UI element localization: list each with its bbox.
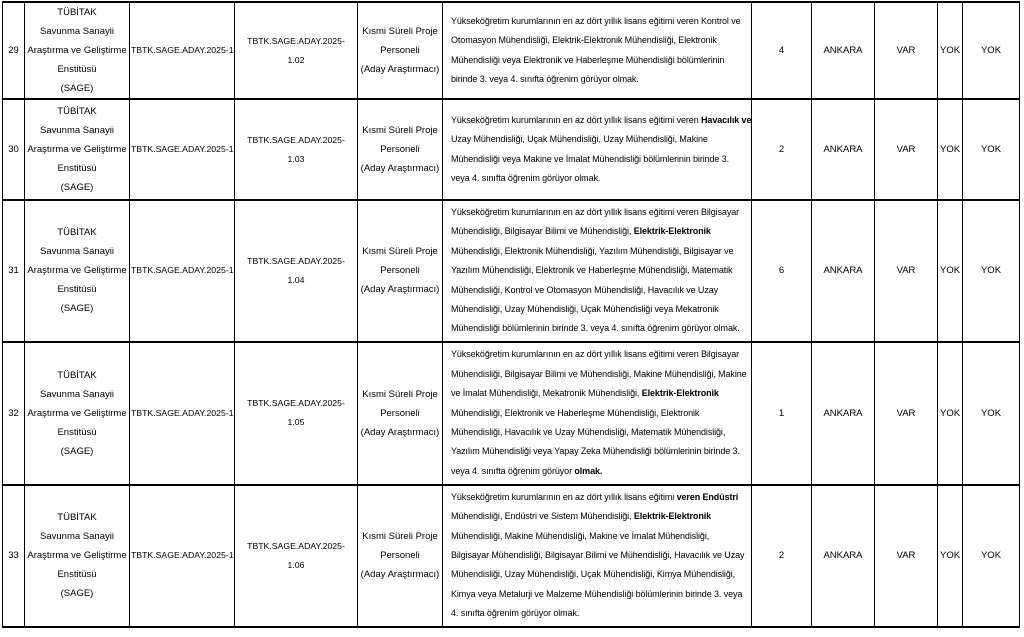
row-number-cell: 32 [2,340,25,486]
announcement-code-cell: TBTK.SAGE.ADAY.2025-1 [129,483,235,628]
requirement-cell: Yükseköğretim kurumlarının en az dört yı… [442,199,752,343]
flag-cell-2: YOK [937,199,963,343]
flag-cell-1: VAR [874,199,938,343]
requirement-cell: Yükseköğretim kurumlarının en az dört yı… [442,483,752,628]
quota-cell: 2 [751,98,812,201]
flag-cell-2: YOK [937,98,963,201]
reference-number-cell: TBTK.SAGE.ADAY.2025- 1.03 [234,98,358,201]
position-title-cell: Kısmi Süreli Proje Personeli (Aday Araşt… [357,1,443,100]
flag-cell-1: VAR [874,1,938,100]
table-row: 32 TÜBİTAK Savunma Sanayii Araştırma ve G… [2,340,1020,486]
flag-cell-2: YOK [937,340,963,486]
position-title-cell: Kısmi Süreli Proje Personeli (Aday Araşt… [357,340,443,486]
institution-cell: TÜBİTAK Savunma Sanayii Araştırma ve Gel… [24,340,130,486]
table-row: 30 TÜBİTAK Savunma Sanayii Araştırma ve G… [2,98,1020,201]
flag-cell-3: YOK [962,98,1020,201]
quota-cell: 2 [751,483,812,628]
quota-cell: 4 [751,1,812,100]
city-cell: ANKARA [811,1,875,100]
flag-cell-1: VAR [874,98,938,201]
row-number-cell: 33 [2,483,25,628]
position-title-cell: Kısmi Süreli Proje Personeli (Aday Araşt… [357,199,443,343]
announcement-code-cell: TBTK.SAGE.ADAY.2025-1 [129,1,235,100]
reference-number-cell: TBTK.SAGE.ADAY.2025- 1.02 [234,1,358,100]
table-row: 31 TÜBİTAK Savunma Sanayii Araştırma ve G… [2,199,1020,343]
requirement-cell: Yükseköğretim kurumlarının en az dört yı… [442,98,752,201]
row-number-cell: 30 [2,98,25,201]
city-cell: ANKARA [811,98,875,201]
reference-number-cell: TBTK.SAGE.ADAY.2025- 1.06 [234,483,358,628]
flag-cell-3: YOK [962,483,1020,628]
table-row: 29 TÜBİTAK Savunma Sanayii Araştırma ve G… [2,1,1020,100]
table-body: 29 TÜBİTAK Savunma Sanayii Araştırma ve G… [2,1,1020,628]
row-number-cell: 31 [2,199,25,343]
quota-cell: 6 [751,199,812,343]
quota-cell: 1 [751,340,812,486]
row-number-cell: 29 [2,1,25,100]
institution-cell: TÜBİTAK Savunma Sanayii Araştırma ve Gel… [24,483,130,628]
flag-cell-2: YOK [937,483,963,628]
announcement-code-cell: TBTK.SAGE.ADAY.2025-1 [129,340,235,486]
reference-number-cell: TBTK.SAGE.ADAY.2025- 1.05 [234,340,358,486]
flag-cell-1: VAR [874,340,938,486]
requirement-cell: Yükseköğretim kurumlarının en az dört yı… [442,340,752,486]
position-title-cell: Kısmi Süreli Proje Personeli (Aday Araşt… [357,483,443,628]
city-cell: ANKARA [811,340,875,486]
announcement-code-cell: TBTK.SAGE.ADAY.2025-1 [129,98,235,201]
requirement-cell: Yükseköğretim kurumlarının en az dört yı… [442,1,752,100]
reference-number-cell: TBTK.SAGE.ADAY.2025- 1.04 [234,199,358,343]
flag-cell-3: YOK [962,340,1020,486]
position-title-cell: Kısmi Süreli Proje Personeli (Aday Araşt… [357,98,443,201]
flag-cell-1: VAR [874,483,938,628]
flag-cell-3: YOK [962,1,1020,100]
flag-cell-3: YOK [962,199,1020,343]
table-row: 33 TÜBİTAK Savunma Sanayii Araştırma ve G… [2,483,1020,628]
positions-table: 29 TÜBİTAK Savunma Sanayii Araştırma ve G… [2,1,1020,628]
city-cell: ANKARA [811,199,875,343]
institution-cell: TÜBİTAK Savunma Sanayii Araştırma ve Gel… [24,199,130,343]
institution-cell: TÜBİTAK Savunma Sanayii Araştırma ve Gel… [24,98,130,201]
announcement-code-cell: TBTK.SAGE.ADAY.2025-1 [129,199,235,343]
flag-cell-2: YOK [937,1,963,100]
city-cell: ANKARA [811,483,875,628]
institution-cell: TÜBİTAK Savunma Sanayii Araştırma ve Gel… [24,1,130,100]
